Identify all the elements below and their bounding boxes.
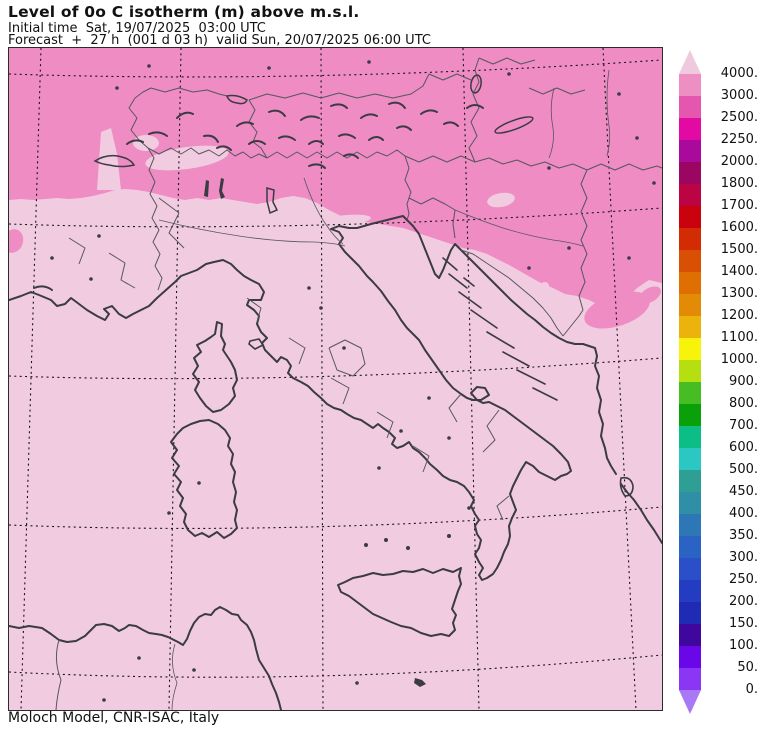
colorbar-segment (679, 118, 701, 141)
colorbar-segment (679, 448, 701, 471)
corsica (192, 321, 238, 413)
malta (414, 678, 426, 687)
colorbar-segment (679, 140, 701, 163)
colorbar-tick-label: 600. (729, 440, 758, 455)
coastlines (8, 215, 663, 711)
colorbar-segment (679, 624, 701, 647)
colorbar-tick-label: 2000. (720, 154, 758, 169)
page-title: Level of 0o C isotherm (m) above m.s.l. (8, 3, 360, 21)
colorbar-tick-label: 200. (729, 594, 758, 609)
colorbar-segment (679, 360, 701, 383)
lakes (93, 74, 534, 215)
lake-geneva (93, 154, 136, 168)
colorbar-tick-label: 1500. (720, 242, 758, 257)
colorbar-segment (679, 646, 701, 669)
lake-balaton (494, 116, 534, 134)
colorbar-tick-label: 4000. (720, 66, 758, 81)
colorbar-segment (679, 514, 701, 537)
colorbar-below-min-arrow (679, 690, 701, 714)
colorbar-tick-label: 250. (729, 572, 758, 587)
colorbar-segment (679, 228, 701, 251)
lake-constance (226, 94, 248, 105)
colorbar-segment (679, 602, 701, 625)
colorbar-tick-label: 100. (729, 638, 758, 653)
colorbar-tick-label: 2250. (720, 132, 758, 147)
colorbar-tick-label: 1000. (720, 352, 758, 367)
islands (170, 257, 634, 687)
colorbar-tick-label: 2500. (720, 110, 758, 125)
colorbar-tick-label: 1100. (720, 330, 758, 345)
colorbar-tick-label: 400. (729, 506, 758, 521)
colorbar-tick-label: 500. (729, 462, 758, 477)
color-scale-legend (679, 50, 701, 714)
colorbar-tick-label: 1200. (720, 308, 758, 323)
colorbar-tick-label: 300. (729, 550, 758, 565)
colorbar-segment (679, 184, 701, 207)
colorbar-tick-label: 1800. (720, 176, 758, 191)
colorbar-segment (679, 668, 701, 691)
colorbar-segment (679, 404, 701, 427)
sicily (337, 567, 462, 637)
point-marks (50, 60, 656, 702)
colorbar-tick-label: 800. (729, 396, 758, 411)
colorbar-tick-label: 1400. (720, 264, 758, 279)
colorbar-tick-label: 3000. (720, 88, 758, 103)
colorbar-segment (679, 426, 701, 449)
colorbar-segment (679, 470, 701, 493)
isotherm-map (2, 47, 663, 711)
initial-time-line: Initial time Sat, 19/07/2025 03:00 UTC (8, 21, 266, 36)
colorbar-segment (679, 338, 701, 361)
colorbar-tick-label: 0. (745, 682, 758, 697)
lake-como (219, 178, 225, 199)
corfu (619, 476, 634, 497)
colorbar-segment (679, 294, 701, 317)
colorbar-tick-label: 1600. (720, 220, 758, 235)
colorbar-tick-label: 700. (729, 418, 758, 433)
colorbar-tick-label: 1700. (720, 198, 758, 213)
colorbar-segment (679, 536, 701, 559)
national-borders (55, 57, 663, 711)
colorbar-segment (679, 580, 701, 603)
colorbar-segment (679, 74, 701, 97)
colorbar-segment (679, 96, 701, 119)
lake-maggiore (204, 180, 209, 197)
lake-garda (266, 187, 279, 215)
colorbar-tick-label: 1300. (720, 286, 758, 301)
colorbar-segment (679, 316, 701, 339)
map-light-patches (97, 128, 560, 297)
colorbar-segment (679, 272, 701, 295)
colorbar-tick-label: 150. (729, 616, 758, 631)
terrain-marks (33, 101, 484, 291)
weather-map-frame (2, 47, 663, 711)
colorbar-tick-label: 450. (729, 484, 758, 499)
colorbar-segment (679, 250, 701, 273)
colorbar-segment (679, 382, 701, 405)
rivers (158, 69, 611, 711)
model-credit: Moloch Model, CNR-ISAC, Italy (8, 710, 220, 726)
colorbar-tick-label: 350. (729, 528, 758, 543)
colorbar-segment (679, 162, 701, 185)
sardinia (170, 419, 238, 539)
colorbar-segment (679, 492, 701, 515)
forecast-valid-line: Forecast + 27 h (001 d 03 h) valid Sun, … (8, 33, 431, 48)
graticule-grid (8, 47, 663, 711)
croatian-islands (442, 257, 558, 401)
lake-neusiedl (470, 74, 482, 94)
elba (248, 338, 265, 350)
colorbar-tick-label: 50. (737, 660, 758, 675)
colorbar-above-max-arrow (679, 50, 701, 74)
colorbar-segment (679, 558, 701, 581)
colorbar-segment (679, 206, 701, 229)
colorbar-tick-label: 900. (729, 374, 758, 389)
